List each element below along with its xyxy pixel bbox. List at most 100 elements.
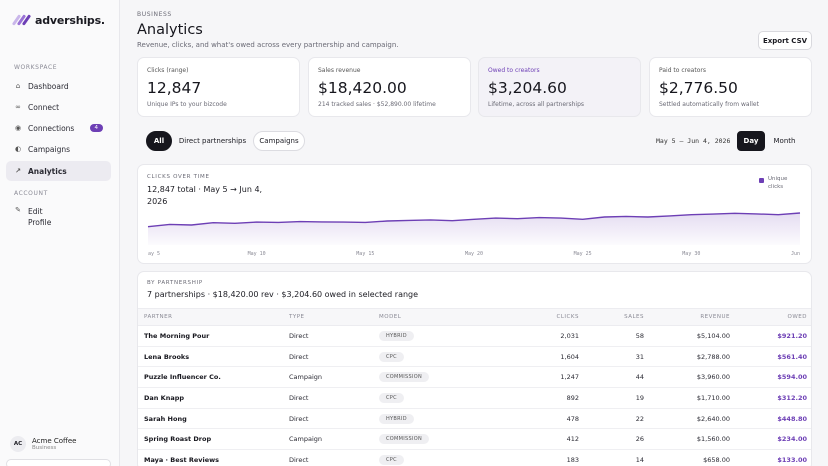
clicks-chart-card: CLICKS OVER TIME 12,847 total · May 5 → …: [137, 164, 812, 264]
nav-section-workspace: WORKSPACE: [14, 64, 58, 71]
table-row[interactable]: Puzzle Influencer Co. Campaign COMMISSIO…: [138, 366, 811, 389]
kpi-label: Owed to creators: [488, 67, 540, 74]
sidebar-item-connect[interactable]: ∞ Connect: [6, 97, 111, 117]
partner-type: Direct: [289, 408, 379, 430]
revenue-value: $2,788.00: [644, 346, 730, 368]
col-model[interactable]: MODEL: [379, 308, 519, 326]
tab-campaigns[interactable]: Campaigns: [253, 131, 305, 151]
sidebar-item-dashboard[interactable]: ⌂ Dashboard: [6, 76, 111, 96]
owed-value: $312.20: [730, 387, 811, 409]
table-row[interactable]: The Morning Pour Direct HYBRID 2,031 58 …: [138, 325, 811, 347]
chart-title: 12,847 total · May 5 → Jun 4, 2026: [147, 185, 263, 206]
sidebar-item-connections[interactable]: ◉ Connections 4: [6, 118, 111, 138]
x-tick-label: Jun: [791, 251, 800, 257]
table-header-row: PARTNER TYPE MODEL CLICKS SALES REVENUE …: [138, 308, 811, 326]
owed-value: $133.00: [730, 449, 811, 466]
model-tag: COMMISSION: [379, 372, 430, 383]
page-subtitle: Revenue, clicks, and what's owed across …: [137, 41, 399, 49]
granularity-month[interactable]: Month: [773, 137, 796, 145]
owed-value: $561.40: [730, 346, 811, 368]
col-partner[interactable]: PARTNER: [138, 308, 289, 326]
owed-value: $448.80: [730, 408, 811, 430]
kpi-sub: Unique IPs to your bizcode: [147, 101, 227, 108]
sales-value: 22: [579, 408, 644, 430]
brand-name: adverships.: [35, 13, 105, 27]
breadcrumb: BUSINESS: [137, 11, 172, 18]
clicks-value: 412: [519, 428, 579, 451]
revenue-value: $1,710.00: [644, 387, 730, 409]
partner-type: Direct: [289, 449, 379, 466]
partner-name: Puzzle Influencer Co.: [138, 366, 289, 389]
model-cell: COMMISSION: [379, 366, 519, 389]
sales-value: 44: [579, 366, 644, 389]
partnership-table-card: BY PARTNERSHIP 7 partnerships · $18,420.…: [137, 271, 812, 466]
model-cell: CPC: [379, 387, 519, 409]
clicks-value: 1,247: [519, 366, 579, 389]
partner-type: Direct: [289, 325, 379, 347]
pin-icon: ◉: [14, 124, 22, 132]
col-sales[interactable]: SALES: [579, 308, 644, 326]
export-csv-button[interactable]: Export CSV: [758, 31, 812, 50]
sales-value: 14: [579, 449, 644, 466]
sidebar-item-edit-profile[interactable]: ✎ Edit Profile: [6, 203, 111, 229]
chart-icon: ↗: [15, 167, 21, 175]
col-owed[interactable]: OWED: [730, 308, 811, 326]
owed-value: $234.00: [730, 428, 811, 451]
granularity-day[interactable]: Day: [737, 131, 765, 151]
table-row[interactable]: Dan Knapp Direct CPC 892 19 $1,710.00 $3…: [138, 387, 811, 409]
col-revenue[interactable]: REVENUE: [644, 308, 730, 326]
sidebar-item-label: Connect: [28, 102, 60, 112]
sidebar-item-label: Edit Profile: [28, 207, 52, 227]
partner-name: Spring Roast Drop: [138, 428, 289, 451]
model-tag: HYBRID: [379, 330, 414, 341]
sales-value: 58: [579, 325, 644, 347]
model-tag: CPC: [379, 454, 404, 465]
kpi-card-sales-revenue: Sales revenue $18,420.00 214 tracked sal…: [308, 57, 471, 117]
revenue-value: $5,104.00: [644, 325, 730, 347]
model-tag: COMMISSION: [379, 434, 430, 445]
clicks-value: 2,031: [519, 325, 579, 347]
kpi-card-clicks: Clicks (range) 12,847 Unique IPs to your…: [137, 57, 300, 117]
partner-name: Maya · Best Reviews: [138, 449, 289, 466]
model-tag: HYBRID: [379, 413, 414, 424]
partner-type: Campaign: [289, 428, 379, 451]
sidebar-item-label: Analytics: [28, 166, 67, 176]
kpi-value: $18,420.00: [318, 79, 407, 97]
sidebar-footer-box[interactable]: [6, 459, 111, 466]
col-clicks[interactable]: CLICKS: [519, 308, 579, 326]
sidebar-item-campaigns[interactable]: ◐ Campaigns: [6, 139, 111, 159]
x-tick-label: May 25: [574, 251, 592, 257]
partner-name: Lena Brooks: [138, 346, 289, 368]
user-name: Acme Coffee: [32, 437, 77, 445]
tab-direct-partnerships[interactable]: Direct partnerships: [178, 137, 247, 145]
kpi-label: Paid to creators: [659, 67, 706, 74]
clicks-value: 478: [519, 408, 579, 430]
col-type[interactable]: TYPE: [289, 308, 379, 326]
kpi-card-paid: Paid to creators $2,776.50 Settled autom…: [649, 57, 812, 117]
model-cell: COMMISSION: [379, 428, 519, 451]
nav-section-account: ACCOUNT: [14, 190, 48, 197]
table-row[interactable]: Sarah Hong Direct HYBRID 478 22 $2,640.0…: [138, 408, 811, 430]
tab-all[interactable]: All: [146, 131, 172, 151]
legend-swatch: [759, 178, 764, 183]
logo-mark-icon: [11, 12, 32, 28]
kpi-sub: Settled automatically from wallet: [659, 101, 759, 108]
brand-logo[interactable]: adverships.: [11, 12, 105, 28]
partner-name: Sarah Hong: [138, 408, 289, 430]
table-row[interactable]: Lena Brooks Direct CPC 1,604 31 $2,788.0…: [138, 346, 811, 368]
clicks-chart: ay 5 May 10 May 15 May 20 May 25 May 30 Jun: [147, 212, 801, 257]
connections-count-badge: 4: [89, 124, 103, 132]
table-row[interactable]: Spring Roast Drop Campaign COMMISSION 41…: [138, 428, 811, 451]
table-row[interactable]: Maya · Best Reviews Direct CPC 183 14 $6…: [138, 449, 811, 466]
sidebar-item-label: Connections: [28, 123, 75, 133]
sidebar-item-analytics[interactable]: ↗ Analytics: [6, 161, 111, 181]
partner-name: Dan Knapp: [138, 387, 289, 409]
clicks-value: 183: [519, 449, 579, 466]
date-range-picker[interactable]: May 5 – Jun 4, 2026: [656, 137, 731, 145]
user-menu[interactable]: AC Acme Coffee Business: [6, 433, 111, 455]
pencil-icon: ✎: [15, 206, 21, 214]
kpi-value: $3,204.60: [488, 79, 567, 97]
revenue-value: $3,960.00: [644, 366, 730, 389]
owed-value: $921.20: [730, 325, 811, 347]
page-title: Analytics: [137, 22, 203, 38]
